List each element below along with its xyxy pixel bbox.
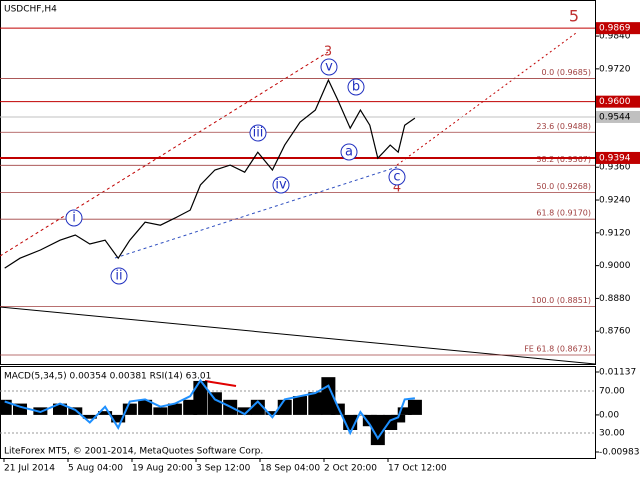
x-tick-label: 17 Oct 12:00 [388,464,447,474]
x-tick-label: 19 Aug 20:00 [132,464,193,474]
macd-bar [82,414,97,419]
price-marker [596,151,640,164]
macd-bar [330,403,345,415]
macd-bar [391,414,406,423]
x-tick-label: 5 Aug 04:00 [68,464,123,474]
y-tick-label: 0.01137 [599,368,636,378]
wave-label: b [352,80,360,95]
chart-title: USDCHF,H4 [4,5,57,15]
macd-bar [53,403,68,415]
channel-line [0,51,329,257]
divergence-line [204,380,237,387]
fib-label: 61.8 (0.9170) [536,209,591,218]
macd-bar [362,414,377,427]
x-tick-label: 2 Oct 20:00 [324,464,377,474]
macd-bar [237,407,252,415]
macd-bar [153,407,168,415]
rsi-line [4,378,416,441]
macd-bar [207,392,222,415]
wave-circle [340,143,358,161]
wave-label: v [325,60,333,75]
macd-bar [308,392,323,415]
wave-label: iii [253,126,264,141]
y-tick-label: -0.00983 [599,448,639,458]
y-tick-label: 0.8880 [599,294,631,304]
price-label: 0.9544 [599,112,631,122]
fib-label: 38.2 (0.9367) [536,155,591,164]
target-line [396,32,577,166]
macd-bar [293,396,308,415]
macd-bar [265,411,280,415]
wave-label: 3 [324,45,332,60]
wave-label: ii [115,269,122,284]
macd-bar [407,399,422,415]
wave-circle [272,176,290,194]
y-tick-label: 0.9840 [599,32,631,42]
y2-tick-label: 30.00 [599,429,625,439]
macd-bar [13,403,28,415]
price-line [4,78,416,269]
price-marker [596,95,640,108]
macd-bar [98,411,113,415]
y-tick-label: 0.9360 [599,163,631,173]
fib-label: FE 61.8 (0.8673) [524,344,591,353]
wave-label: i [72,211,76,226]
fib-label: 0.0 (0.9685) [542,68,592,77]
footer: LiteForex MT5, © 2001-2014, MetaQuotes S… [4,447,263,457]
price-label: 0.9394 [599,153,631,163]
price-panel [0,0,596,365]
price-label: 0.9600 [599,97,631,107]
fib-label: 23.6 (0.9488) [536,122,591,131]
y-tick-label: 0.00 [599,410,619,420]
wave-label: 4 [393,181,401,196]
y-tick-label: 0.9240 [599,196,631,206]
macd-bar [167,403,182,415]
wave-circle [320,58,338,76]
wave-label: iv [275,178,287,193]
macd-bar [397,407,412,415]
macd-bar [122,403,137,415]
y-tick-label: 0.8760 [599,327,631,337]
trend-line [0,306,596,365]
wave-label: 5 [569,7,579,26]
macd-bar [353,414,368,416]
price-marker [596,110,640,123]
wave-circle [110,267,128,285]
channel-line [114,166,398,259]
x-tick-label: 18 Sep 04:00 [260,464,320,474]
fib-label: 100.0 (0.8851) [531,296,591,305]
y2-tick-label: 70.00 [599,386,625,396]
wave-circle [249,124,267,142]
y-tick-label: 0.9720 [599,64,631,74]
macd-bar [138,399,153,415]
price-marker [596,22,640,35]
wave-label: a [345,145,353,160]
wave-circle [65,209,83,227]
macd-bar [0,399,12,415]
y-tick-label: 0.9000 [599,261,631,271]
x-tick-label: 21 Jul 2014 [4,464,55,474]
price-label: 0.9869 [599,24,631,34]
macd-bar [193,380,208,415]
macd-bar [111,414,126,423]
x-tick-label: 3 Sep 12:00 [196,464,251,474]
y-tick-label: 0.9120 [599,228,631,238]
fib-label: 50.0 (0.9268) [536,182,591,191]
wave-circle [347,78,365,96]
wave-circle [388,168,406,186]
macd-bar [370,414,385,446]
indicator-title: MACD(5,34,5) 0.00354 0.00381 RSI(14) 63.… [4,372,211,382]
wave-label: c [393,170,400,185]
